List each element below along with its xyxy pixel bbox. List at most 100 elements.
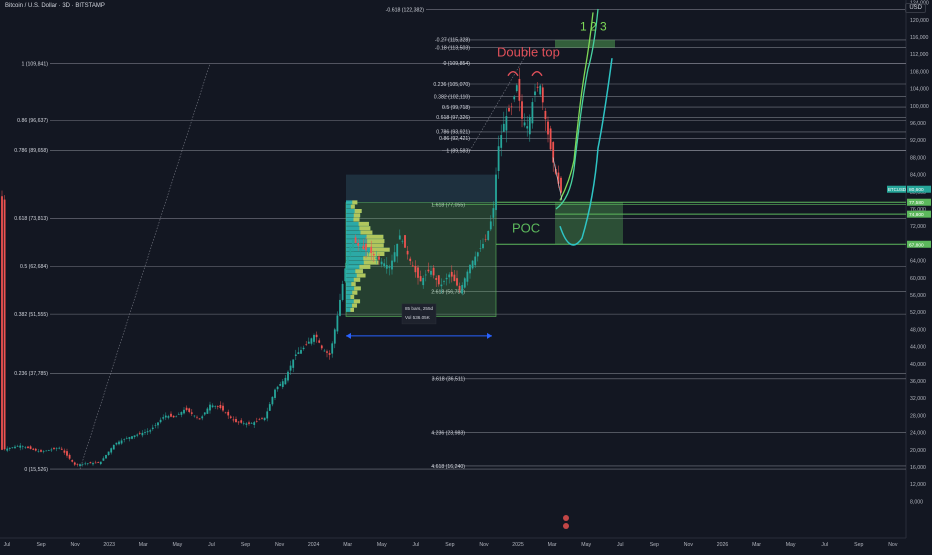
- candle-body: [118, 441, 120, 445]
- candle-body: [313, 334, 315, 342]
- candle-body: [3, 199, 6, 450]
- price-tick-label: 96,000: [910, 121, 926, 127]
- candle-body: [193, 415, 196, 417]
- candle-body: [232, 419, 235, 421]
- fib-label: -0.618 (122,382): [386, 7, 425, 13]
- candle-body: [508, 108, 510, 112]
- price-tick-label: 12,000: [910, 482, 926, 488]
- fib-ext-label: 2.618 (56,780): [431, 289, 465, 295]
- candle-body: [281, 381, 284, 388]
- price-tag: [907, 185, 931, 193]
- candle-body: [513, 96, 516, 100]
- candle-body: [440, 284, 443, 287]
- candle-body: [484, 239, 487, 240]
- currency-button[interactable]: USD: [905, 3, 926, 13]
- volume-profile-bar: [346, 282, 356, 287]
- projection-numbers: 1 2 3: [580, 20, 607, 34]
- candles: [1, 67, 562, 468]
- time-tick-label: Mar: [548, 542, 557, 548]
- price-tick-label: 64,000: [910, 259, 926, 265]
- volume-profile-bar-up: [370, 247, 390, 252]
- fib-label: 1 (89,583): [446, 148, 470, 154]
- volume-profile-bar: [346, 200, 358, 205]
- candle-body: [515, 85, 518, 92]
- time-tick-label: Jul: [617, 542, 624, 548]
- candle-body: [164, 415, 167, 418]
- time-tick-label: Sep: [36, 542, 45, 548]
- volume-profile-bar: [346, 269, 363, 274]
- time-tick-label: Nov: [275, 542, 285, 548]
- fib-extension: 1.618 (77,055) 2.618 (56,780) 3.618 (36,51…: [431, 202, 906, 470]
- candle-body: [466, 271, 469, 282]
- volume-profile-bar: [346, 307, 355, 312]
- volume-profile-bar-up: [351, 282, 356, 287]
- candle-body: [557, 172, 560, 184]
- candle-body: [248, 422, 250, 424]
- candle-body: [188, 408, 191, 412]
- volume-profile-bar: [346, 256, 378, 261]
- candle-body: [284, 377, 287, 385]
- candle-body: [258, 419, 261, 421]
- fib-label: 0.382 (51,555): [14, 312, 48, 318]
- candle-body: [60, 448, 63, 450]
- candle-body: [344, 268, 347, 282]
- candle-body: [539, 85, 542, 95]
- time-tick-label: Jul: [413, 542, 420, 548]
- candle-body: [380, 261, 383, 265]
- candle-body: [81, 463, 84, 465]
- candle-body: [435, 277, 438, 280]
- candle-body: [443, 281, 445, 282]
- candle-body: [115, 442, 118, 445]
- candle-body: [144, 432, 146, 433]
- volume-profile-bar-up: [358, 221, 369, 226]
- time-tick-label: 2024: [308, 542, 320, 548]
- candle-body: [159, 419, 162, 423]
- candle-body: [177, 414, 180, 415]
- candle-body: [97, 461, 100, 463]
- candle-body: [21, 446, 24, 448]
- time-tick-label: Mar: [752, 542, 761, 548]
- candle-body: [328, 353, 331, 355]
- price-tick-label: 56,000: [910, 293, 926, 299]
- candle-body: [86, 463, 89, 464]
- candle-body: [279, 384, 282, 386]
- candle-body: [474, 256, 477, 266]
- candle-body: [146, 431, 149, 433]
- candle-body: [518, 78, 521, 101]
- volume-profile-bar-up: [353, 217, 360, 222]
- candle-body: [268, 404, 271, 411]
- time-tick-label: Nov: [684, 542, 694, 548]
- candle-body: [448, 274, 451, 278]
- candle-body: [63, 450, 66, 453]
- volume-profile-bar-up: [354, 209, 362, 213]
- fib-label: 0 (15,526): [24, 467, 48, 473]
- fib-label: 0.5 (62,684): [20, 264, 48, 270]
- candle-body: [359, 248, 362, 252]
- candle-body: [172, 415, 175, 418]
- candle-body: [391, 260, 393, 270]
- candle-body: [424, 274, 427, 276]
- volume-profile-bar: [346, 252, 385, 256]
- price-tick-label: 32,000: [910, 396, 926, 402]
- fib-ext-label: 4.236 (23,983): [431, 430, 465, 436]
- time-tick-label: Nov: [71, 542, 81, 548]
- candle-body: [385, 264, 388, 269]
- time-tick-label: Jul: [208, 542, 215, 548]
- fib-label: 0.786 (93,921): [436, 130, 470, 136]
- volume-profile-bar: [346, 204, 355, 209]
- candle-body: [339, 299, 341, 316]
- candle-body: [136, 434, 139, 436]
- volume-profile-bar-up: [350, 307, 355, 312]
- candle-body: [34, 448, 37, 451]
- candle-body: [357, 243, 360, 246]
- fib-label: 0.382 (102,110): [434, 95, 471, 101]
- candle-body: [11, 447, 14, 448]
- volume-profile-bar-up: [359, 264, 371, 269]
- fib-label: 0.786 (89,658): [14, 148, 48, 154]
- candle-body: [406, 250, 409, 255]
- fib-label: -0.27 (115,328): [435, 38, 470, 44]
- projection-path-3: [559, 58, 613, 246]
- price-tick-label: 44,000: [910, 345, 926, 351]
